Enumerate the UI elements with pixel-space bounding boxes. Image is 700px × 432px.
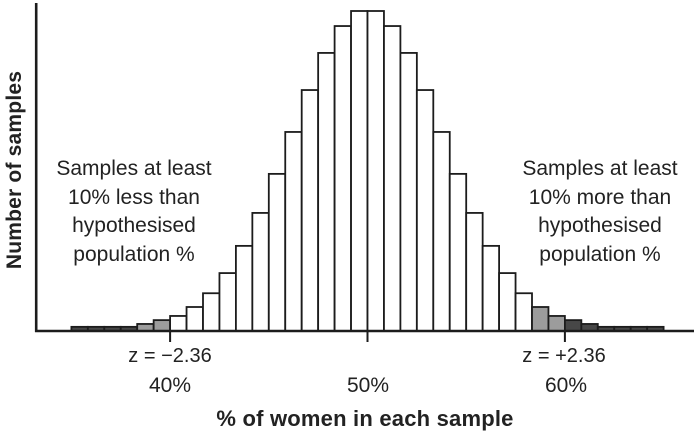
histogram-bar-white (300, 89, 320, 332)
histogram-bar-gray (547, 315, 566, 332)
histogram-bar-white (366, 10, 385, 332)
histogram-bar-white (514, 292, 533, 332)
histogram-bar-white (251, 212, 270, 332)
histogram-bar-white (350, 10, 369, 332)
annotation-left-tail: Samples at least 10% less than hypothesi… (56, 157, 212, 266)
x-axis-title: % of women in each sample (216, 406, 514, 431)
histogram-bar-white (498, 272, 517, 332)
histogram-bar-white (383, 25, 402, 332)
histogram-bar-white (448, 172, 468, 332)
annotation-right-tail: Samples at least 10% more than hypothesi… (522, 157, 678, 266)
z-score-label-left: z = −2.36 (128, 345, 212, 367)
x-tick-label-50: 50% (346, 374, 390, 397)
histogram-bar-white (169, 315, 188, 332)
histogram-bar-gray (531, 306, 550, 332)
histogram-bar-white (202, 292, 221, 332)
histogram-bar-white (333, 25, 352, 332)
histogram-bar-white (284, 131, 303, 332)
histogram-bar-white (432, 131, 451, 332)
histogram-bar-gray (152, 319, 171, 332)
histogram-bar-dark (564, 319, 583, 332)
histogram-bar-white (267, 172, 287, 332)
histogram-bar-white (218, 272, 237, 332)
z-score-label-right: z = +2.36 (522, 345, 606, 367)
histogram-bar-white (415, 89, 435, 332)
x-tick-label-60: 60% (544, 374, 588, 397)
histogram-bar-white (317, 52, 336, 332)
histogram-bar-white (399, 52, 418, 332)
histogram-bar-white (185, 306, 204, 332)
x-tick-label-40: 40% (148, 374, 192, 397)
